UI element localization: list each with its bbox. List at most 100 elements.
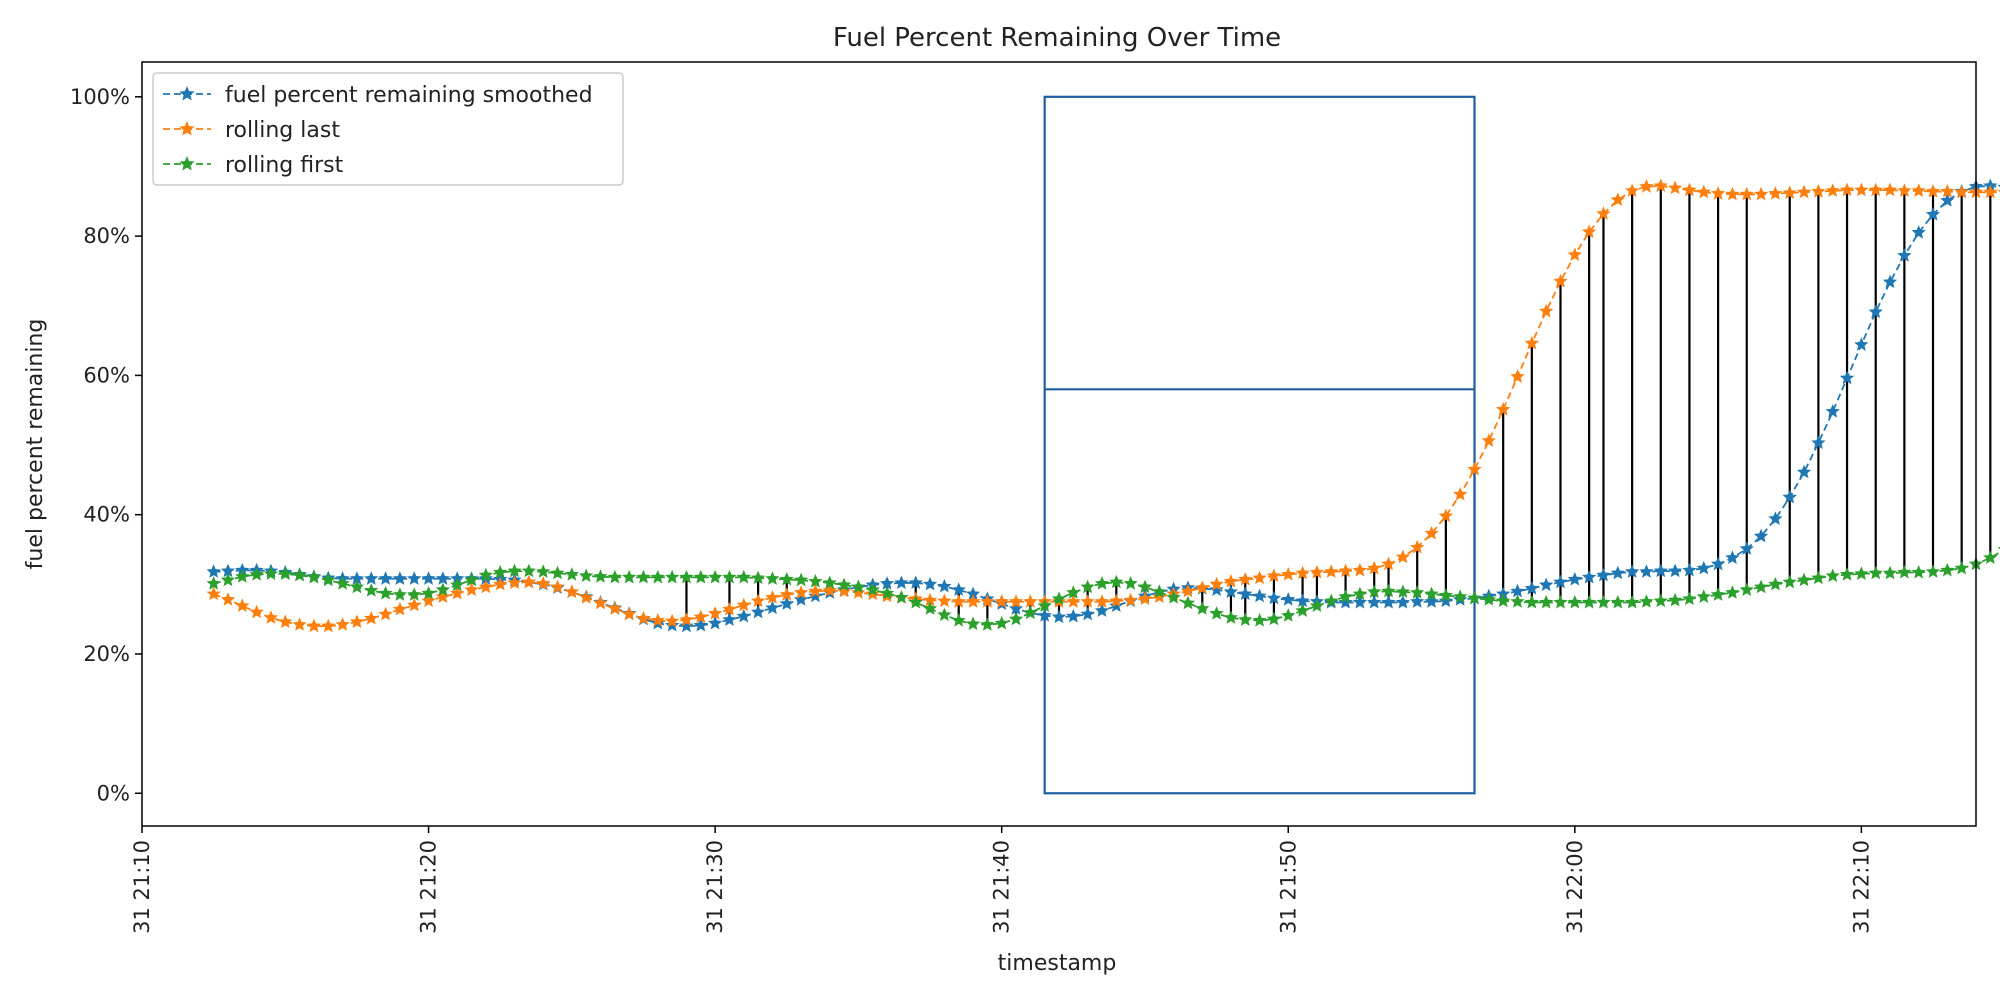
data-point	[1152, 584, 1167, 599]
y-tick-label: 40%	[83, 503, 130, 527]
data-point	[364, 583, 379, 597]
data-point	[1682, 591, 1697, 606]
data-point	[464, 582, 479, 596]
data-point	[1166, 590, 1181, 604]
data-point	[736, 597, 751, 612]
data-point	[378, 606, 393, 621]
data-point	[206, 586, 221, 601]
data-point	[1582, 569, 1597, 584]
data-point	[1338, 563, 1353, 578]
data-point	[1367, 594, 1382, 609]
data-point	[521, 563, 536, 578]
data-point	[1610, 192, 1625, 206]
data-point	[722, 601, 737, 616]
data-point	[1524, 581, 1539, 595]
data-point	[435, 571, 451, 585]
x-tick-label: 31 21:30	[703, 840, 727, 934]
data-point	[722, 569, 737, 584]
data-point	[392, 601, 408, 616]
data-point	[1782, 574, 1797, 589]
x-axis-label: timestamp	[998, 951, 1117, 976]
data-point	[622, 606, 637, 621]
y-tick-label: 0%	[97, 781, 130, 805]
data-point	[1424, 525, 1439, 540]
data-point	[1582, 594, 1597, 609]
data-point	[1997, 546, 2000, 550]
data-point	[1882, 274, 1898, 289]
data-point	[1051, 591, 1067, 606]
data-point	[1596, 206, 1611, 220]
legend-item: fuel percent remaining smoothed	[163, 83, 593, 108]
data-point	[1180, 595, 1196, 610]
data-point	[1882, 182, 1898, 197]
data-point	[707, 615, 723, 630]
data-point	[1080, 606, 1095, 621]
data-point	[378, 585, 393, 600]
data-point	[521, 574, 536, 589]
series-1	[206, 178, 2000, 633]
data-point	[1725, 550, 1740, 564]
data-point	[1352, 594, 1368, 609]
data-point	[1983, 550, 1998, 564]
data-point	[1925, 207, 1941, 221]
y-tick-label: 20%	[83, 642, 130, 666]
data-point	[1481, 592, 1496, 606]
x-tick-label: 31 22:10	[1849, 840, 1873, 934]
data-point	[779, 596, 794, 610]
data-point	[1481, 433, 1496, 447]
data-point	[793, 592, 809, 606]
data-point	[1467, 590, 1482, 605]
data-point	[1825, 404, 1840, 418]
data-point	[1367, 560, 1382, 575]
data-point	[1553, 574, 1568, 589]
data-point	[1696, 589, 1711, 603]
data-point	[1281, 592, 1296, 606]
data-point	[1295, 565, 1310, 580]
data-point	[1553, 273, 1568, 288]
data-point	[822, 583, 837, 597]
data-point	[1295, 603, 1310, 617]
data-point	[937, 607, 952, 622]
data-point	[1037, 598, 1052, 612]
data-point	[1137, 591, 1153, 606]
data-point	[980, 594, 995, 608]
data-point	[707, 606, 723, 620]
data-point	[1295, 593, 1310, 608]
data-point	[435, 589, 451, 603]
data-point	[1667, 180, 1683, 195]
data-point	[1266, 590, 1282, 605]
data-point	[1753, 579, 1769, 594]
data-point	[765, 571, 780, 585]
data-point	[1023, 594, 1038, 608]
data-point	[1897, 248, 1912, 262]
legend-marker	[179, 86, 195, 101]
data-point	[1567, 247, 1582, 261]
data-point	[1854, 566, 1869, 580]
data-point	[1524, 594, 1539, 609]
data-point	[1682, 562, 1697, 577]
data-point	[1424, 586, 1439, 601]
data-point	[1739, 582, 1754, 596]
data-point	[364, 571, 379, 585]
data-point	[1753, 186, 1769, 201]
data-point	[206, 564, 221, 578]
data-point	[1911, 183, 1926, 197]
data-point	[679, 569, 694, 584]
plot-area	[206, 95, 2000, 795]
data-point	[378, 571, 393, 585]
data-point	[1696, 560, 1711, 575]
data-point	[1811, 435, 1826, 450]
data-point	[1897, 183, 1912, 197]
x-tick-label: 31 21:50	[1276, 840, 1300, 934]
data-point	[1238, 586, 1253, 601]
data-point	[1839, 567, 1855, 581]
data-point	[1925, 564, 1941, 578]
data-point	[1925, 184, 1941, 198]
data-point	[1739, 186, 1754, 201]
data-point	[1008, 611, 1024, 626]
data-point	[1567, 594, 1582, 609]
data-point	[407, 587, 422, 601]
data-point	[1639, 594, 1654, 608]
data-point	[1868, 565, 1883, 580]
